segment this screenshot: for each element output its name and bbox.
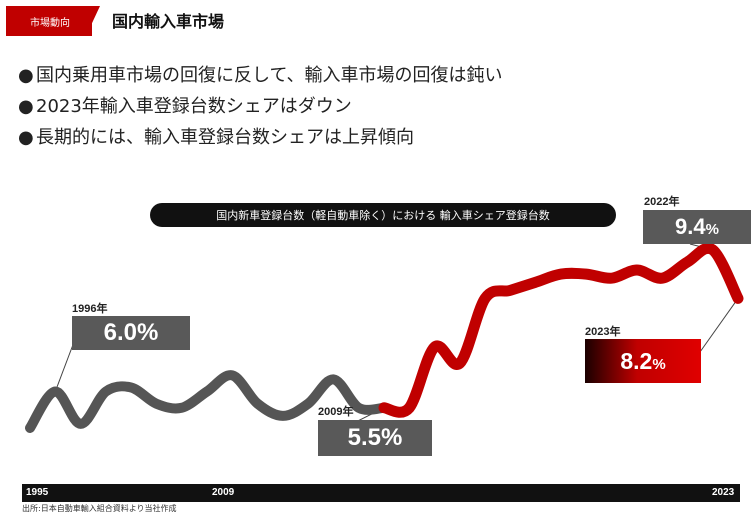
annotation-box-2009: 5.5% bbox=[318, 420, 432, 456]
annotation-box-2022: 9.4% bbox=[643, 210, 751, 244]
series-line-early bbox=[25, 370, 389, 433]
bullet-item: ● 2023年輸入車登録台数シェアはダウン bbox=[18, 91, 503, 122]
x-axis-bar bbox=[22, 484, 740, 502]
annotation-value-1996: 6.0 bbox=[103, 319, 138, 346]
x-tick-label-2009: 2009 bbox=[212, 487, 235, 498]
annotation-unit-2009: % bbox=[381, 424, 403, 451]
bullet-dot-icon: ● bbox=[18, 96, 34, 117]
source-note: 出所:日本自動車輸入組合資料より当社作成 bbox=[22, 504, 177, 513]
annotation-unit-2022: % bbox=[705, 221, 719, 238]
annotation-value-2023: 8.2 bbox=[620, 348, 653, 374]
annotation-year-2009: 2009年 bbox=[318, 406, 354, 418]
connector-1996 bbox=[54, 341, 75, 392]
annotation-unit-2023: % bbox=[652, 356, 666, 373]
section-tag-notch bbox=[86, 6, 100, 36]
annotation-box-2023: 8.2% bbox=[585, 339, 701, 383]
bullet-dot-icon: ● bbox=[18, 127, 34, 148]
annotation-box-1996: 6.0% bbox=[72, 316, 190, 350]
bullet-item: ● 国内乗用車市場の回復に反して、輸入車市場の回復は鈍い bbox=[18, 60, 503, 91]
annotation-year-2022: 2022年 bbox=[644, 196, 680, 208]
section-tag: 市場動向 bbox=[6, 6, 92, 36]
annotation-value-2009: 5.5 bbox=[347, 424, 382, 451]
x-tick-label-2023: 2023 bbox=[712, 487, 735, 498]
annotation-year-2023: 2023年 bbox=[585, 326, 621, 338]
annotation-value-2022: 9.4 bbox=[675, 214, 706, 239]
annotation-year-1996: 1996年 bbox=[72, 303, 108, 315]
page-title: 国内輸入車市場 bbox=[112, 12, 225, 31]
bullet-item: ● 長期的には、輸入車登録台数シェアは上昇傾向 bbox=[18, 122, 503, 153]
annotation-unit-1996: % bbox=[137, 319, 159, 346]
connector-2023 bbox=[699, 298, 739, 353]
bullet-dot-icon: ● bbox=[18, 65, 34, 86]
series-line-late bbox=[378, 242, 744, 418]
bullet-list: ● 国内乗用車市場の回復に反して、輸入車市場の回復は鈍い ● 2023年輸入車登録台… bbox=[18, 60, 503, 153]
chart-title: 国内新車登録台数（軽自動車除く）における 輸入車シェア登録台数 bbox=[150, 203, 616, 227]
x-tick-label-1995: 1995 bbox=[26, 487, 49, 498]
